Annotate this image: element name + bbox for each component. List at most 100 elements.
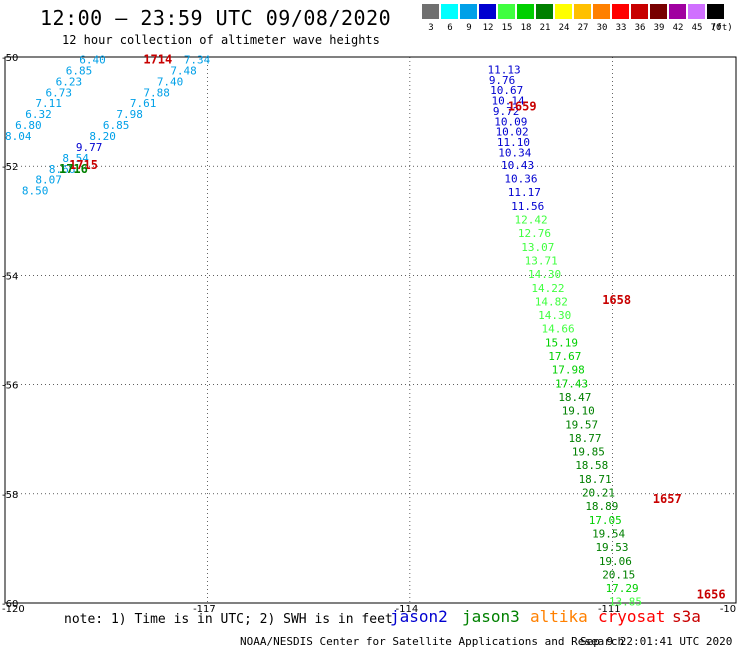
wave-height-value: 6.73 — [45, 86, 71, 99]
wave-height-value: 19.54 — [592, 527, 625, 540]
latitude-tick-label: -52 — [2, 162, 18, 173]
wave-height-value: 6.85 — [103, 119, 129, 132]
footer-note: note: 1) Time is in UTC; 2) SWH is in fe… — [64, 612, 393, 627]
wave-height-value: 10.09 — [494, 115, 527, 128]
pass-time-label: 1658 — [602, 293, 631, 307]
longitude-tick-label: -120 — [2, 604, 25, 615]
wave-height-value: 18.77 — [568, 432, 601, 445]
wave-height-value: 20.15 — [602, 568, 635, 581]
wave-height-value: 17.43 — [555, 377, 588, 390]
footer-timestamp: Sep 9 22:01:41 UTC 2020 — [580, 635, 733, 648]
wave-height-value: 14.30 — [528, 268, 561, 281]
legend-swatch — [574, 4, 591, 19]
legend-label: 36 — [634, 23, 646, 33]
wave-height-value: 8.50 — [22, 185, 49, 198]
wave-height-value: 6.40 — [79, 54, 106, 67]
legend-swatch — [536, 4, 553, 19]
legend-swatch — [688, 4, 705, 19]
legend-swatch — [460, 4, 477, 19]
legend-label: 30 — [596, 23, 608, 33]
legend-swatch — [479, 4, 496, 19]
wave-height-value: 10.34 — [498, 146, 531, 159]
wave-height-value: 10.14 — [492, 95, 525, 108]
wave-height-value: 13.07 — [521, 241, 554, 254]
wave-height-value: 6.23 — [56, 75, 83, 88]
wave-height-value: 10.67 — [490, 84, 523, 97]
wave-height-value: 8.07 — [35, 174, 62, 187]
map-frame — [4, 56, 737, 604]
wave-height-value: 8.20 — [89, 130, 116, 143]
wave-height-value: 10.36 — [504, 173, 537, 186]
pass-time-label: 1714 — [143, 53, 172, 67]
wave-height-value: 19.10 — [562, 405, 595, 418]
wave-height-value: 17.67 — [548, 350, 581, 363]
satellite-name: jason2 — [390, 607, 448, 626]
satellite-name: s3a — [672, 607, 701, 626]
legend-label: 45 — [691, 23, 703, 33]
legend-label: 27 — [577, 23, 589, 33]
wave-height-value: 19.53 — [595, 541, 628, 554]
wave-height-value: 7.61 — [130, 97, 157, 110]
wave-height-value: 19.57 — [565, 418, 598, 431]
longitude-tick-label: -114 — [396, 604, 419, 615]
wave-height-value: 18.71 — [579, 473, 612, 486]
latitude-tick-label: -56 — [2, 381, 18, 392]
legend-label: 24 — [558, 23, 570, 33]
latitude-tick-label: -50 — [2, 53, 18, 64]
legend-swatch — [650, 4, 667, 19]
wave-height-value: 8.04 — [5, 130, 32, 143]
legend-swatch — [612, 4, 629, 19]
wave-height-value: 7.34 — [184, 54, 211, 67]
wave-height-value: 17.05 — [589, 514, 622, 527]
pass-time-label: 1657 — [653, 492, 682, 506]
page-title: 12:00 – 23:59 UTC 09/08/2020 — [40, 6, 392, 30]
pass-time-label: 1659 — [508, 100, 537, 114]
page-subtitle: 12 hour collection of altimeter wave hei… — [62, 33, 380, 47]
wave-height-value: 8.66 — [49, 163, 76, 176]
wave-height-value: 9.76 — [489, 74, 516, 87]
longitude-tick-label: -117 — [193, 604, 216, 615]
wave-height-value: 18.58 — [575, 459, 608, 472]
wave-height-value: 10.02 — [496, 126, 529, 139]
legend-label: 3 — [428, 23, 434, 33]
wave-height-value: 7.98 — [116, 108, 143, 121]
legend-label: 6 — [447, 23, 453, 33]
wave-height-value: 14.66 — [541, 323, 574, 336]
wave-height-value: 14.82 — [535, 295, 568, 308]
pass-time-label: 1715 — [69, 158, 98, 172]
satellite-name: jason3 — [462, 607, 520, 626]
wave-height-value: 10.43 — [501, 159, 534, 172]
wave-height-value: 17.98 — [552, 364, 585, 377]
legend-label: 39 — [653, 23, 665, 33]
legend-swatch — [707, 4, 724, 19]
wave-height-value: 13.85 — [609, 596, 642, 609]
wave-height-value: 17.29 — [606, 582, 639, 595]
legend-label: 33 — [615, 23, 627, 33]
legend-label: 18 — [520, 23, 532, 33]
wave-height-value: 12.76 — [518, 227, 551, 240]
longitude-tick-label: -10 — [720, 604, 736, 615]
legend-label: 15 — [501, 23, 513, 33]
legend-swatch — [422, 4, 439, 19]
wave-height-value: 8.54 — [62, 152, 89, 165]
latitude-tick-label: -54 — [2, 271, 18, 282]
legend-swatch — [498, 4, 515, 19]
wave-height-value: 9.72 — [493, 105, 520, 118]
legend-label: 70 — [710, 23, 722, 33]
legend-swatch — [593, 4, 610, 19]
wave-height-value: 6.85 — [66, 64, 93, 77]
wave-height-value: 11.10 — [497, 136, 530, 149]
legend-swatch — [441, 4, 458, 19]
footer-credit: NOAA/NESDIS Center for Satellite Applica… — [240, 635, 625, 648]
wave-height-value: 19.85 — [572, 446, 605, 459]
wave-height-value: 18.47 — [558, 391, 591, 404]
wave-height-value: 7.88 — [143, 86, 170, 99]
wave-height-value: 13.71 — [525, 254, 558, 267]
legend-swatch — [555, 4, 572, 19]
wave-height-value: 9.77 — [76, 141, 103, 154]
wave-height-value: 20.21 — [582, 487, 615, 500]
latitude-tick-label: -60 — [2, 599, 18, 610]
wave-height-value: 7.11 — [35, 97, 62, 110]
latitude-tick-label: -58 — [2, 490, 18, 501]
legend-label: 21 — [539, 23, 551, 33]
